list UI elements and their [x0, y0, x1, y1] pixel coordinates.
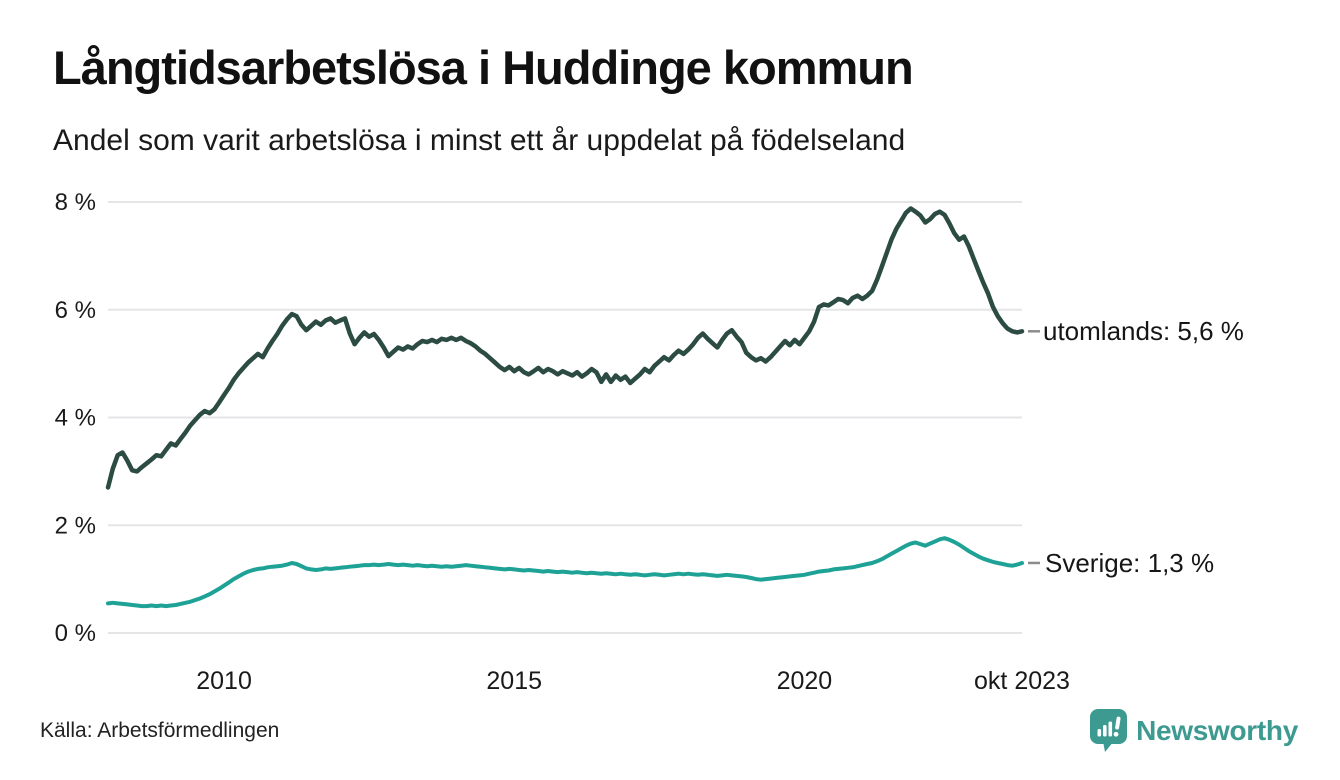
y-axis-label: 2 % [55, 512, 96, 539]
brand-name: Newsworthy [1136, 714, 1298, 746]
y-axis-label: 4 % [55, 405, 96, 432]
series-label-sverige: Sverige: 1,3 % [1045, 547, 1215, 578]
y-axis-label: 6 % [55, 297, 96, 324]
page-subtitle: Andel som varit arbetslösa i minst ett å… [53, 124, 906, 157]
x-axis-label: 2020 [777, 667, 833, 695]
x-axis-label: okt 2023 [974, 667, 1070, 695]
x-axis-label: 2015 [486, 667, 542, 695]
series-line-utomlands [105, 206, 1025, 490]
y-axis-label: 0 % [55, 620, 96, 647]
newsworthy-pin-icon [1090, 709, 1128, 752]
y-axis-label: 8 % [55, 189, 96, 216]
page-title: Långtidsarbetslösa i Huddinge kommun [53, 41, 914, 94]
x-axis-label: 2010 [196, 667, 252, 695]
series-line-sverige [106, 536, 1024, 609]
newsworthy-logo: Newsworthy [1090, 709, 1298, 752]
source-note: Källa: Arbetsförmedlingen [40, 719, 280, 742]
series-label-utomlands: utomlands: 5,6 % [1043, 316, 1244, 347]
